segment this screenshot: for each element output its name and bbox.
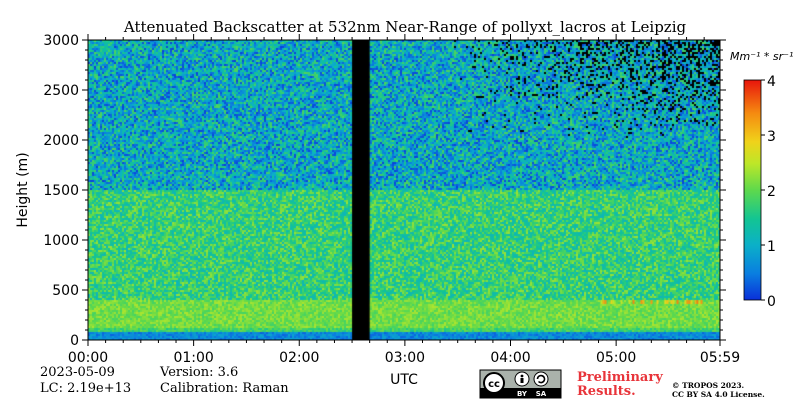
heatmap-image (88, 40, 720, 340)
copyright-line1: © TROPOS 2023. (672, 381, 744, 390)
sa-icon (533, 371, 549, 387)
colorbar-tick-label: 2 (767, 184, 776, 200)
heatmap-plot-area (88, 40, 720, 340)
colorbar-tick-label: 4 (767, 74, 776, 90)
y-axis-label: Height (m) (15, 152, 31, 227)
colorbar-tick-label: 3 (767, 129, 776, 145)
colorbar-tick-label: 0 (767, 294, 776, 310)
y-tick-label: 0 (70, 333, 79, 349)
x-tick-label: 00:00 (68, 350, 108, 366)
cc-icon (483, 372, 505, 394)
y-tick-label: 3000 (43, 33, 79, 49)
x-tick-label: 05:00 (596, 350, 636, 366)
x-tick-label: 04:00 (490, 350, 530, 366)
colorbar (743, 79, 762, 301)
y-tick-label: 2500 (43, 83, 79, 99)
y-tick-label: 500 (52, 283, 79, 299)
y-axis: 0 500 1000 1500 2000 2500 3000 (43, 33, 726, 349)
preliminary-line1: Preliminary (577, 370, 663, 385)
x-tick-label: 03:00 (385, 350, 425, 366)
cc-license-badge: cc BY SA (479, 369, 562, 399)
colorbar-tick-label: 1 (767, 239, 776, 255)
sa-label: SA (536, 390, 547, 398)
meta-lc: LC: 2.19e+13 (40, 381, 131, 396)
x-axis: 00:00 01:00 02:00 03:00 04:00 05:00 05:59 (68, 34, 740, 366)
meta-version: Version: 3.6 (159, 365, 238, 380)
meta-calibration: Calibration: Raman (160, 381, 289, 396)
y-tick-label: 1500 (43, 183, 79, 199)
colorbar-ticks: 0 1 2 3 4 (761, 74, 776, 310)
chart-title: Attenuated Backscatter at 532nm Near-Ran… (123, 18, 687, 36)
x-tick-label: 01:00 (173, 350, 213, 366)
y-tick-label: 2000 (43, 133, 79, 149)
colorbar-unit: Mm⁻¹ * sr⁻¹ (730, 50, 793, 63)
copyright-line2: CC BY SA 4.0 License. (672, 390, 765, 399)
y-tick-label: 1000 (43, 233, 79, 249)
meta-date: 2023-05-09 (40, 365, 115, 380)
preliminary-line2: Results. (577, 384, 636, 399)
x-axis-label: UTC (390, 372, 418, 388)
x-tick-label: 02:00 (279, 350, 319, 366)
x-tick-label: 05:59 (700, 350, 740, 366)
cc-icon-text: cc (488, 379, 500, 390)
by-label: BY (517, 390, 528, 398)
